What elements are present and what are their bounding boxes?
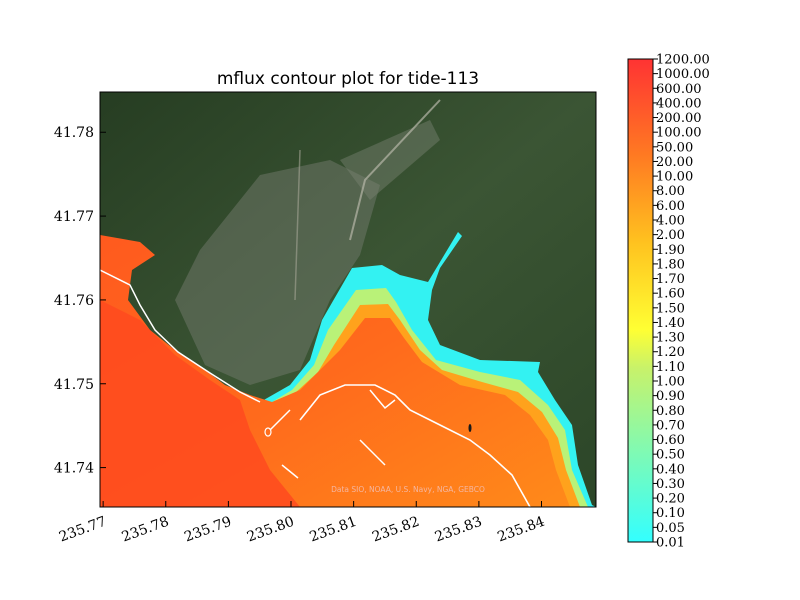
colorbar-tick-label: 1.50 — [656, 301, 685, 316]
colorbar-ticks: 0.010.050.100.200.300.400.500.600.700.80… — [653, 53, 710, 551]
colorbar-tick-label: 0.10 — [656, 506, 685, 521]
colorbar-tick-label: 1.40 — [656, 316, 685, 331]
colorbar — [628, 59, 653, 542]
y-tick-label: 41.78 — [54, 125, 94, 141]
colorbar-tick-label: 1200.00 — [656, 53, 710, 68]
colorbar-tick-label: 1.00 — [656, 375, 685, 390]
colorbar-tick-label: 0.50 — [656, 448, 685, 463]
map-plot-area — [100, 92, 596, 507]
colorbar-tick-label: 0.90 — [656, 389, 685, 404]
highway-road — [349, 99, 441, 241]
colorbar-tick-label: 0.05 — [656, 521, 685, 536]
colorbar-tick-label: 0.20 — [656, 492, 685, 507]
colorbar-tick-label: 1.80 — [656, 257, 685, 272]
x-tick-label: 235.84 — [495, 514, 547, 546]
x-tick-label: 235.79 — [182, 514, 234, 546]
x-tick-label: 235.77 — [57, 514, 109, 546]
chart-title: mflux contour plot for tide-113 — [217, 69, 479, 89]
colorbar-tick-label: 1.10 — [656, 360, 685, 375]
rock-marker — [468, 424, 472, 432]
colorbar-tick-label: 10.00 — [656, 170, 693, 185]
x-tick-label: 235.83 — [433, 514, 485, 546]
colorbar-tick-label: 50.00 — [656, 140, 693, 155]
colorbar-tick-label: 0.30 — [656, 477, 685, 492]
main-road — [294, 149, 301, 301]
colorbar-tick-label: 0.60 — [656, 433, 685, 448]
map-attribution: Data SIO, NOAA, U.S. Navy, NGA, GEBCO — [331, 485, 485, 494]
y-tick-label: 41.76 — [54, 293, 94, 309]
y-tick-label: 41.74 — [54, 461, 94, 477]
colorbar-tick-label: 1.90 — [656, 243, 685, 258]
colorbar-tick-label: 20.00 — [656, 155, 693, 170]
harbor-structures — [269, 389, 396, 479]
colorbar-tick-label: 400.00 — [656, 96, 702, 111]
x-tick-label: 235.81 — [307, 514, 359, 546]
colorbar-tick-label: 1.70 — [656, 272, 685, 287]
colorbar-tick-label: 1000.00 — [656, 67, 710, 82]
colorbar-tick-label: 0.80 — [656, 404, 685, 419]
colorbar-tick-label: 8.00 — [656, 184, 685, 199]
colorbar-tick-label: 1.60 — [656, 287, 685, 302]
colorbar-tick-label: 0.01 — [656, 536, 685, 551]
colorbar-tick-label: 200.00 — [656, 111, 702, 126]
colorbar-tick-label: 1.30 — [656, 331, 685, 346]
colorbar-tick-label: 100.00 — [656, 126, 702, 141]
y-tick-label: 41.77 — [54, 209, 94, 225]
colorbar-tick-label: 2.00 — [656, 228, 685, 243]
x-tick-label: 235.82 — [370, 514, 422, 546]
x-axis: 235.77 235.78 235.79 235.80 235.81 235.82 235.… — [57, 501, 547, 546]
y-axis: 41.78 41.77 41.76 41.75 41.74 — [54, 125, 106, 477]
colorbar-tick-label: 6.00 — [656, 199, 685, 214]
x-tick-label: 235.80 — [245, 514, 297, 546]
coastline — [100, 269, 261, 403]
x-tick-label: 235.78 — [120, 514, 172, 546]
island-outline — [264, 427, 272, 437]
colorbar-tick-label: 600.00 — [656, 82, 702, 97]
peak-flux-region — [100, 300, 300, 507]
colorbar-tick-label: 0.70 — [656, 418, 685, 433]
jetty-line — [299, 384, 531, 507]
y-tick-label: 41.75 — [54, 377, 94, 393]
colorbar-tick-label: 0.40 — [656, 462, 685, 477]
urban-area — [175, 160, 380, 385]
colorbar-tick-label: 1.20 — [656, 345, 685, 360]
colorbar-frame — [627, 58, 654, 543]
colorbar-tick-label: 4.00 — [656, 214, 685, 229]
